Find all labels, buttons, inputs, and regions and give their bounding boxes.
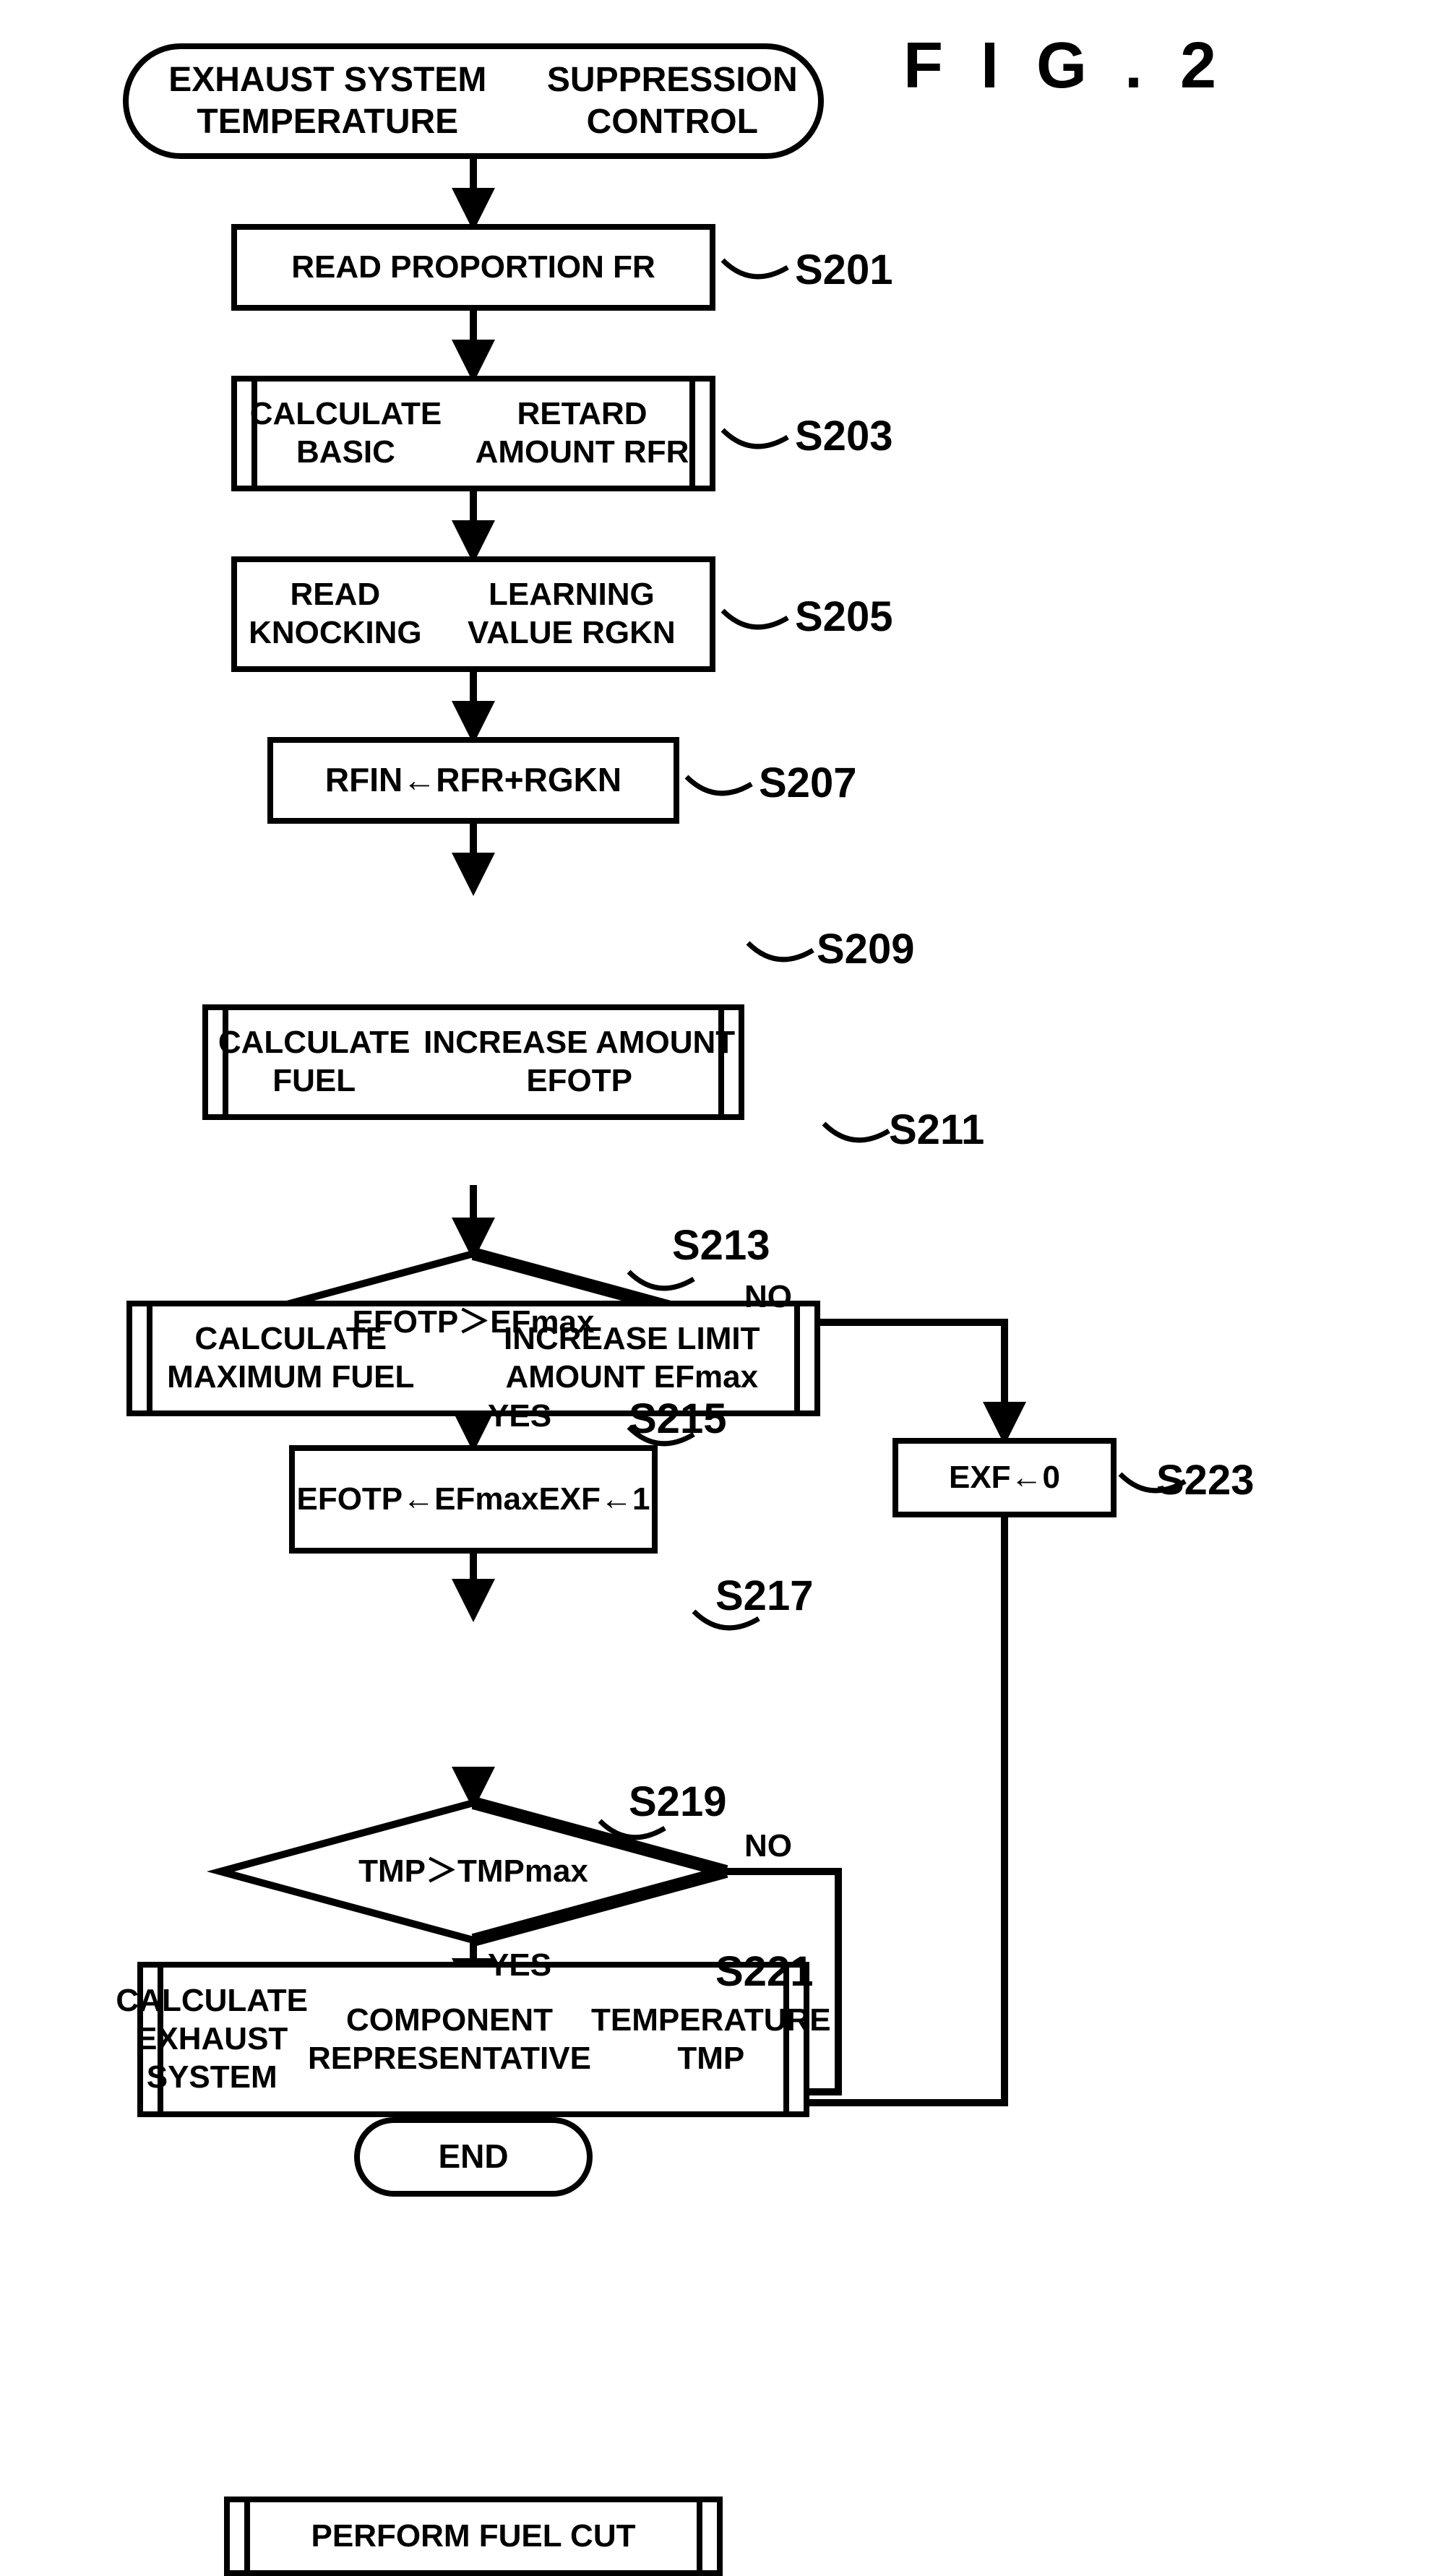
decision-d213: EFOTP＞EFmax xyxy=(220,1254,726,1391)
terminal-end: END xyxy=(354,2117,593,2197)
step-label-s215: S215 xyxy=(629,1395,726,1443)
step-label-s211: S211 xyxy=(889,1106,984,1154)
figure-title: F I G . 2 xyxy=(903,29,1226,103)
step-label-s221: S221 xyxy=(715,1947,813,1996)
yes-label-d213: YES xyxy=(488,1398,551,1434)
step-label-s207: S207 xyxy=(759,759,856,807)
terminal-start: EXHAUST SYSTEM TEMPERATURESUPPRESSION CO… xyxy=(123,43,824,159)
step-label-s223: S223 xyxy=(1156,1456,1254,1504)
step-label-s201: S201 xyxy=(795,246,892,294)
process-sub-s217: CALCULATE EXHAUST SYSTEMCOMPONENT REPRES… xyxy=(137,1962,809,2117)
process-s207: RFIN←RFR+RGKN xyxy=(267,737,679,824)
step-label-s217: S217 xyxy=(715,1572,813,1620)
process-s223: EXF←0 xyxy=(892,1438,1117,1517)
process-s201: READ PROPORTION FR xyxy=(231,224,715,311)
process-sub-s209: CALCULATE FUELINCREASE AMOUNT EFOTP xyxy=(202,1004,744,1120)
step-label-d219: S219 xyxy=(629,1778,726,1826)
process-s205: READ KNOCKINGLEARNING VALUE RGKN xyxy=(231,556,715,672)
no-label-d213: NO xyxy=(744,1279,792,1315)
step-label-s205: S205 xyxy=(795,593,892,641)
step-label-d213: S213 xyxy=(672,1221,770,1270)
no-label-d219: NO xyxy=(744,1828,792,1864)
process-s215: EFOTP←EFmaxEXF←1 xyxy=(289,1445,658,1554)
step-label-s203: S203 xyxy=(795,412,892,460)
step-label-s209: S209 xyxy=(817,925,914,973)
process-sub-s203: CALCULATE BASICRETARD AMOUNT RFR xyxy=(231,376,715,491)
process-sub-s221: PERFORM FUEL CUT xyxy=(224,2497,723,2576)
yes-label-d219: YES xyxy=(488,1947,551,1983)
